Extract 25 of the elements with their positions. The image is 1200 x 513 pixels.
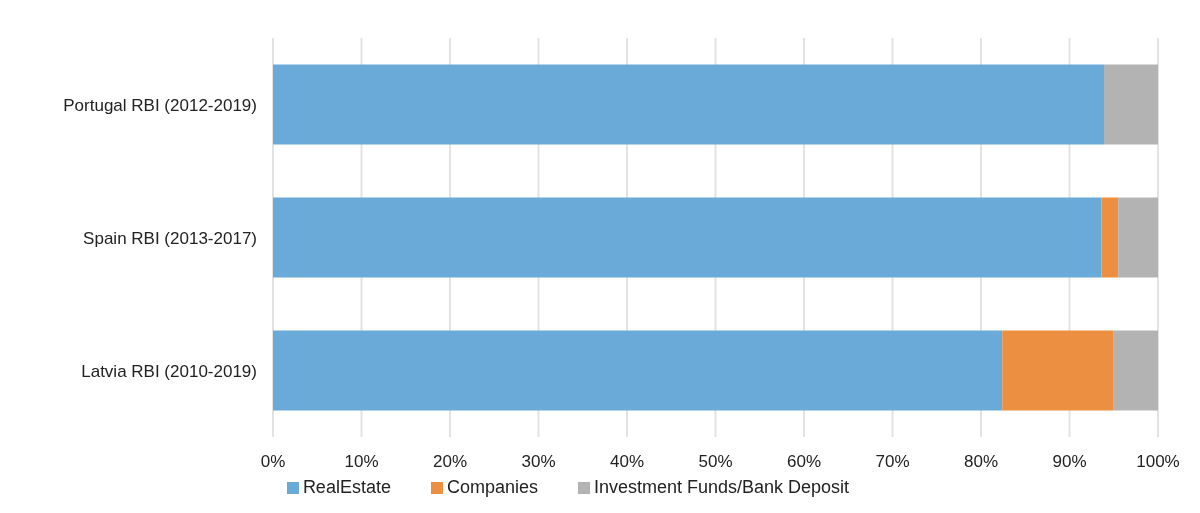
x-tick-label: 20%: [432, 452, 468, 472]
bar: [1113, 330, 1158, 411]
x-tick-label: 70%: [875, 452, 910, 472]
x-tick-label: 10%: [344, 452, 379, 472]
y-tick-label: Latvia RBI (2010-2019): [81, 361, 257, 381]
y-tick-label: Spain RBI (2013-2017): [83, 228, 257, 248]
y-tick-label: Portugal RBI (2012-2019): [63, 95, 257, 115]
x-tick-label: 100%: [1136, 452, 1180, 472]
bar: [273, 197, 1102, 278]
x-tick-label: 0%: [260, 452, 286, 472]
x-tick-label: 40%: [609, 452, 645, 472]
legend-label: Companies: [446, 477, 538, 497]
bar: [1118, 197, 1158, 278]
bar: [1002, 330, 1114, 411]
x-tick-label: 80%: [963, 452, 999, 472]
legend-label: Investment Funds/Bank Deposit: [593, 477, 850, 497]
x-tick-label: 50%: [698, 452, 733, 472]
x-tick-label: 30%: [521, 452, 556, 472]
bar: [273, 330, 1003, 411]
x-tick-label: 90%: [1052, 452, 1087, 472]
bar: [273, 64, 1105, 145]
bar: [1104, 64, 1158, 145]
x-tick-label: 60%: [786, 452, 822, 472]
legend-label: RealEstate: [302, 477, 391, 497]
bar: [1101, 197, 1119, 278]
